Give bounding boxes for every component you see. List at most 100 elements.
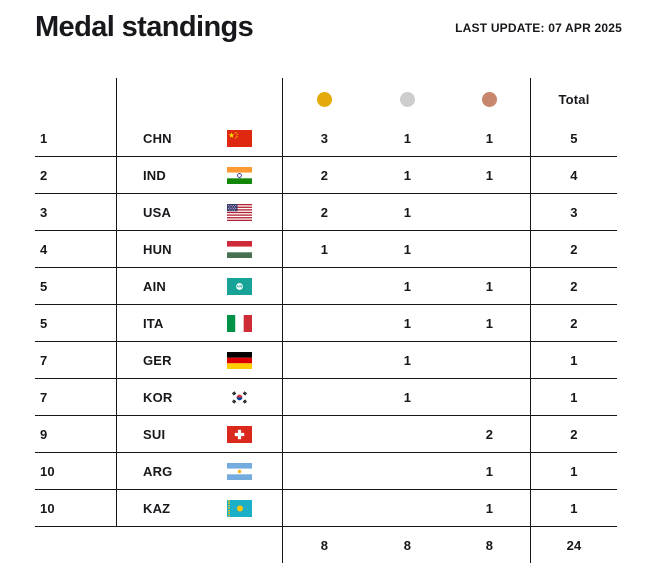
country-code: ITA — [143, 315, 164, 331]
country-code: KAZ — [143, 500, 171, 516]
rank-cell: 7 — [35, 342, 117, 379]
silver-count-cell — [366, 453, 449, 490]
gold-count-cell — [283, 416, 366, 453]
total-count-cell: 1 — [531, 342, 617, 379]
rank-cell: 9 — [35, 416, 117, 453]
flag-chn-icon — [227, 129, 252, 147]
country-cell: USA — [117, 194, 283, 231]
totals-bronze-cell: 8 — [449, 527, 531, 563]
silver-count-cell: 1 — [366, 342, 449, 379]
gold-count-cell: 1 — [283, 231, 366, 268]
bronze-count-cell: 1 — [449, 490, 531, 527]
bronze-count-cell: 1 — [449, 305, 531, 342]
country-code: CHN — [143, 130, 172, 146]
page-header: Medal standings LAST UPDATE: 07 APR 2025 — [35, 11, 622, 44]
country-code: SUI — [143, 426, 166, 442]
bronze-count-cell — [449, 379, 531, 416]
silver-count-cell — [366, 490, 449, 527]
flag-hun-icon — [227, 240, 252, 258]
header-silver-cell — [366, 78, 449, 120]
bronze-count-cell — [449, 194, 531, 231]
country-cell: HUN — [117, 231, 283, 268]
bronze-count-cell — [449, 342, 531, 379]
country-code: IND — [143, 167, 166, 183]
rank-cell: 7 — [35, 379, 117, 416]
page-title: Medal standings — [35, 11, 254, 43]
rank-cell: 3 — [35, 194, 117, 231]
table-row: 10 KAZ 1 1 — [35, 490, 617, 527]
gold-count-cell — [283, 342, 366, 379]
header-rank-cell — [35, 78, 117, 120]
silver-count-cell: 1 — [366, 194, 449, 231]
table-row: 7 GER 1 1 — [35, 342, 617, 379]
country-cell: KAZ — [117, 490, 283, 527]
rank-cell: 1 — [35, 120, 117, 157]
rank-cell: 5 — [35, 268, 117, 305]
rank-cell: 10 — [35, 453, 117, 490]
gold-count-cell — [283, 490, 366, 527]
total-count-cell: 2 — [531, 305, 617, 342]
country-code: USA — [143, 204, 172, 220]
gold-count-cell — [283, 268, 366, 305]
total-count-cell: 3 — [531, 194, 617, 231]
totals-rank-cell — [35, 527, 117, 563]
bronze-count-cell: 1 — [449, 157, 531, 194]
country-cell: ITA — [117, 305, 283, 342]
total-count-cell: 1 — [531, 490, 617, 527]
bronze-medal-icon — [482, 91, 497, 107]
table-totals-row: 8 8 8 24 — [35, 527, 617, 563]
gold-count-cell: 3 — [283, 120, 366, 157]
silver-count-cell: 1 — [366, 379, 449, 416]
table-row: 4 HUN 1 1 2 — [35, 231, 617, 268]
totals-gold-cell: 8 — [320, 537, 329, 553]
country-code: KOR — [143, 389, 173, 405]
flag-ind-icon — [227, 166, 252, 184]
country-code: ARG — [143, 463, 173, 479]
header-bronze-cell — [449, 78, 531, 120]
table-row: 10 ARG 1 1 — [35, 453, 617, 490]
flag-arg-icon — [227, 462, 252, 480]
silver-count-cell: 1 — [366, 157, 449, 194]
totals-total-cell: 24 — [566, 537, 582, 553]
rank-cell: 10 — [35, 490, 117, 527]
silver-count-cell: 1 — [366, 305, 449, 342]
country-cell: CHN — [117, 120, 283, 157]
total-count-cell: 2 — [531, 416, 617, 453]
table-row: 5 ITA 1 1 2 — [35, 305, 617, 342]
rank-cell: 4 — [35, 231, 117, 268]
country-cell: AIN AIN — [117, 268, 283, 305]
total-count-cell: 2 — [531, 268, 617, 305]
table-row: 2 IND 2 1 1 4 — [35, 157, 617, 194]
rank-cell: 2 — [35, 157, 117, 194]
table-row: 7 KOR 1 1 — [35, 379, 617, 416]
silver-count-cell: 1 — [366, 120, 449, 157]
last-update-label: LAST UPDATE: 07 APR 2025 — [455, 21, 622, 35]
totals-silver-cell: 8 — [403, 537, 412, 553]
silver-count-cell — [366, 416, 449, 453]
country-cell: GER — [117, 342, 283, 379]
header-gold-cell — [283, 78, 366, 120]
bronze-count-cell: 1 — [449, 120, 531, 157]
gold-count-cell — [283, 453, 366, 490]
country-code: GER — [143, 352, 172, 368]
flag-sui-icon — [227, 425, 252, 443]
table-header-row: Total — [35, 78, 617, 120]
gold-count-cell — [283, 305, 366, 342]
table-row: 3 USA 2 1 3 — [35, 194, 617, 231]
totals-country-cell — [117, 527, 283, 563]
bronze-count-cell: 2 — [449, 416, 531, 453]
flag-ita-icon — [227, 314, 252, 332]
flag-kor-icon — [227, 388, 252, 406]
bronze-count-cell: 1 — [449, 268, 531, 305]
flag-kaz-icon — [227, 499, 252, 517]
table-row: 1 CHN 3 1 1 5 — [35, 120, 617, 157]
flag-ain-icon: AIN — [227, 277, 252, 295]
total-count-cell: 1 — [531, 379, 617, 416]
country-cell: ARG — [117, 453, 283, 490]
gold-count-cell — [283, 379, 366, 416]
country-code: AIN — [143, 278, 166, 294]
country-cell: SUI — [117, 416, 283, 453]
total-count-cell: 4 — [531, 157, 617, 194]
total-count-cell: 2 — [531, 231, 617, 268]
total-count-cell: 5 — [531, 120, 617, 157]
